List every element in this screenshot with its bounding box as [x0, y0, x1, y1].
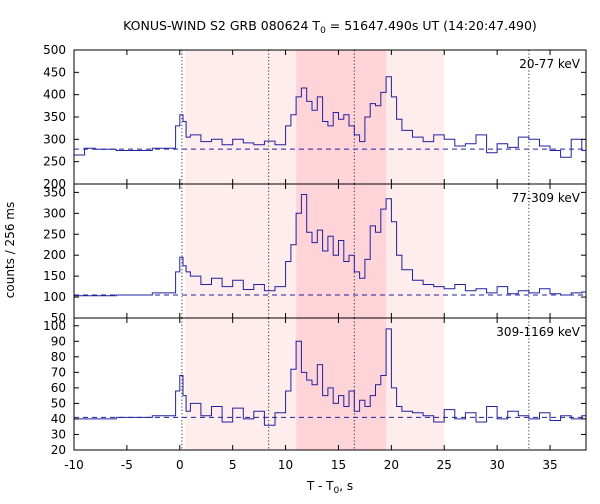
y-tick-label-2-7: 90 — [51, 334, 66, 348]
shaded-region-2-1 — [296, 318, 387, 450]
chart-title-prefix: KONUS-WIND S2 GRB 080624 T — [123, 18, 320, 33]
y-tick-label-1-4: 250 — [43, 227, 66, 241]
x-axis-label-prefix: T - T — [306, 479, 334, 493]
panel-energy-label-0: 20-77 keV — [519, 57, 581, 71]
shaded-region-0-1 — [296, 50, 387, 184]
x-tick-label-8: 30 — [489, 458, 504, 472]
x-tick-label-6: 20 — [384, 458, 399, 472]
x-tick-label-0: -10 — [64, 458, 84, 472]
count-rate-series-0 — [74, 76, 586, 158]
count-rate-series-1 — [74, 194, 586, 297]
x-tick-label-7: 25 — [437, 458, 452, 472]
x-axis-label: T - T0, s — [306, 479, 353, 496]
y-tick-label-1-2: 150 — [43, 269, 66, 283]
y-tick-label-0-1: 250 — [43, 155, 66, 169]
y-tick-label-0-4: 400 — [43, 88, 66, 102]
y-tick-label-1-6: 350 — [43, 185, 66, 199]
chart-title-subscript: 0 — [320, 26, 326, 36]
x-axis-label-subscript: 0 — [334, 486, 340, 496]
chart-title-suffix: = 51647.490s UT (14:20:47.490) — [326, 18, 537, 33]
y-tick-label-0-2: 300 — [43, 132, 66, 146]
x-tick-label-4: 10 — [278, 458, 293, 472]
chart-title: KONUS-WIND S2 GRB 080624 T0 = 51647.490s… — [123, 18, 537, 36]
y-tick-label-0-6: 500 — [43, 43, 66, 57]
shaded-region-1-1 — [296, 184, 387, 318]
panel-energy-label-1: 77-309 keV — [512, 191, 581, 205]
y-tick-label-2-3: 50 — [51, 396, 66, 410]
x-tick-label-5: 15 — [331, 458, 346, 472]
y-axis-label: counts / 256 ms — [3, 202, 17, 298]
y-tick-label-1-5: 300 — [43, 206, 66, 220]
x-tick-label-3: 5 — [229, 458, 237, 472]
y-tick-label-1-1: 100 — [43, 290, 66, 304]
y-tick-label-1-0: 50 — [51, 311, 66, 325]
y-tick-label-2-5: 70 — [51, 365, 66, 379]
y-tick-label-0-0: 200 — [43, 177, 66, 191]
panel-frame-2 — [73, 317, 587, 451]
y-tick-label-2-4: 60 — [51, 381, 66, 395]
x-tick-label-1: -5 — [121, 458, 133, 472]
panel-energy-label-2: 309-1169 keV — [496, 325, 580, 339]
x-axis-label-suffix: , s — [339, 479, 353, 493]
x-tick-label-9: 35 — [542, 458, 557, 472]
y-tick-label-1-3: 200 — [43, 248, 66, 262]
y-tick-label-0-5: 450 — [43, 65, 66, 79]
x-tick-label-2: 0 — [176, 458, 184, 472]
y-tick-label-2-0: 20 — [51, 443, 66, 457]
y-tick-label-2-6: 80 — [51, 350, 66, 364]
y-tick-label-0-3: 350 — [43, 110, 66, 124]
y-tick-label-2-8: 100 — [43, 319, 66, 333]
y-tick-label-2-2: 40 — [51, 412, 66, 426]
count-rate-series-2 — [74, 328, 586, 426]
y-tick-label-2-1: 30 — [51, 427, 66, 441]
